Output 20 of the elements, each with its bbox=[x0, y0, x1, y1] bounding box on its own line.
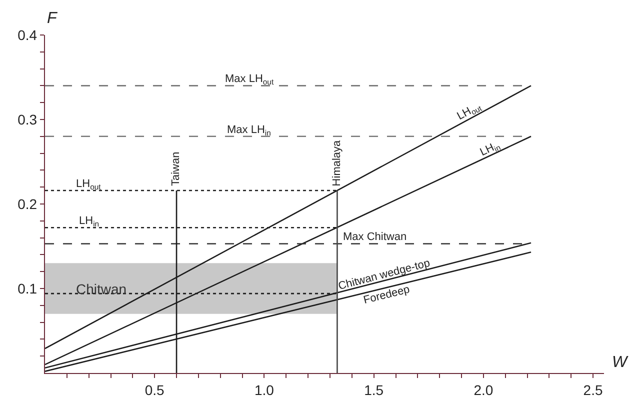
x-tick-label: 1.5 bbox=[364, 382, 384, 398]
series-label: Max LH$_{in}$ bbox=[227, 124, 271, 138]
y-tick-label: 0.2 bbox=[18, 196, 38, 212]
y-tick-label: 0.4 bbox=[18, 26, 38, 43]
series-label: LH$_{out}$ bbox=[76, 178, 102, 192]
x-tick-label: 1.0 bbox=[254, 382, 274, 398]
y-tick-label: 0.1 bbox=[18, 280, 38, 296]
text: Himalaya bbox=[331, 139, 344, 186]
series-label: LH$_{in}$ bbox=[79, 215, 100, 228]
y-tick-label: 0.3 bbox=[18, 111, 38, 128]
series-label: Max LH$_{out}$ bbox=[225, 73, 274, 86]
x-tick-label: 0.5 bbox=[144, 382, 165, 398]
y-axis-title: F bbox=[47, 10, 58, 27]
series-label: Max Chitwan bbox=[343, 231, 407, 243]
x-tick-label: 2.0 bbox=[474, 382, 494, 398]
x-axis-title: W bbox=[612, 354, 629, 371]
x-tick-label: 2.5 bbox=[583, 382, 603, 398]
text: Foredeep bbox=[362, 284, 411, 307]
band-label: Chitwan bbox=[76, 281, 127, 297]
text: Taiwan bbox=[170, 152, 182, 186]
